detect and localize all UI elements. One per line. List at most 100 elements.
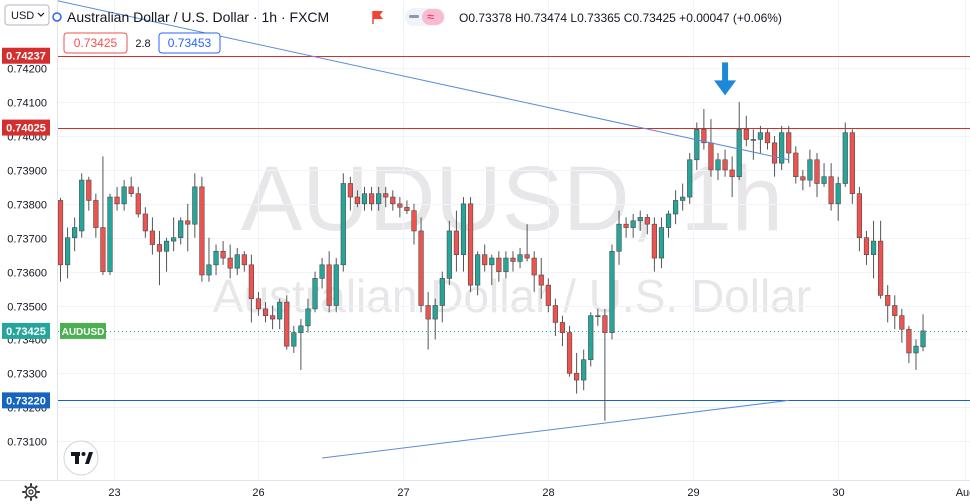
candle-down bbox=[347, 183, 353, 198]
candle-up bbox=[503, 257, 509, 272]
symbol-badge bbox=[60, 322, 106, 339]
symbol-title[interactable]: Australian Dollar / U.S. Dollar · 1h · F… bbox=[67, 9, 329, 25]
price-tick-label: 0.73700 bbox=[7, 234, 47, 246]
candle-down bbox=[142, 213, 148, 232]
candle-down bbox=[552, 305, 558, 323]
candle-down bbox=[425, 305, 431, 320]
candle-down bbox=[100, 227, 106, 272]
candle-down bbox=[269, 315, 276, 320]
watermark-symbol: AUDUSD, 1h bbox=[241, 148, 783, 250]
candle-down bbox=[545, 284, 551, 306]
resistance-badge bbox=[2, 47, 50, 64]
resistance-badge bbox=[2, 119, 50, 136]
price-tick-label: 0.73600 bbox=[7, 268, 47, 280]
candle-up bbox=[64, 237, 71, 266]
market-status-dot bbox=[52, 12, 62, 22]
watermark-name: Australian Dollar / U.S. Dollar bbox=[213, 270, 811, 322]
sell-button[interactable]: 0.73425 bbox=[63, 32, 128, 54]
candle-up bbox=[312, 278, 318, 310]
candle-up bbox=[333, 264, 339, 306]
indicator-toggle-buttons[interactable]: ≈ bbox=[405, 8, 445, 26]
flag-icon[interactable] bbox=[371, 10, 384, 24]
candle-up bbox=[588, 315, 594, 361]
candle-down bbox=[482, 254, 488, 266]
candle-up bbox=[489, 257, 495, 266]
approx-icon[interactable]: ≈ bbox=[427, 9, 434, 24]
candle-down bbox=[538, 274, 544, 286]
candle-up bbox=[920, 330, 926, 348]
price-scale-badges: 0.74237 0.74025 0.73220 0.73425 AUDUSD bbox=[2, 47, 106, 409]
candle-up bbox=[821, 176, 827, 184]
candle-down bbox=[93, 200, 99, 228]
candle-down bbox=[467, 203, 474, 286]
time-tick-label: 28 bbox=[542, 487, 554, 499]
candles bbox=[57, 102, 926, 421]
candle-down bbox=[566, 332, 573, 374]
candle-down bbox=[878, 240, 884, 296]
candle-up bbox=[475, 254, 481, 286]
price-tick-label: 0.73100 bbox=[7, 437, 47, 449]
candle-up bbox=[658, 227, 665, 259]
candle-down bbox=[411, 210, 417, 232]
candle-down bbox=[255, 298, 262, 310]
ohlc-values: O0.73378 H0.73474 L0.73365 C0.73425 +0.0… bbox=[459, 11, 782, 25]
candle-up bbox=[517, 254, 523, 262]
spread-value: 2.8 bbox=[135, 38, 150, 50]
candle-up bbox=[680, 196, 686, 201]
time-scale[interactable] bbox=[0, 480, 970, 504]
price-tick-label: 0.73300 bbox=[7, 369, 47, 381]
time-tick-label: 27 bbox=[397, 487, 409, 499]
candle-down bbox=[368, 193, 375, 205]
candle-down bbox=[220, 250, 226, 259]
candle-down bbox=[885, 295, 891, 306]
candle-down bbox=[496, 257, 502, 272]
price-levels bbox=[58, 56, 970, 401]
buy-button[interactable]: 0.73453 bbox=[158, 32, 221, 54]
resistance-badge-label: 0.74025 bbox=[6, 123, 46, 135]
candle-down bbox=[814, 159, 820, 184]
candle-down bbox=[524, 254, 530, 259]
buy-price: 0.73453 bbox=[168, 36, 212, 50]
candle-down bbox=[708, 142, 714, 171]
candle-down bbox=[743, 128, 749, 140]
candle-up bbox=[298, 325, 304, 333]
support-badge bbox=[2, 392, 50, 409]
candle-down bbox=[354, 196, 361, 205]
candle-up bbox=[446, 230, 452, 279]
candle-up bbox=[842, 132, 848, 184]
minus-icon[interactable] bbox=[409, 15, 419, 18]
candle-down bbox=[764, 132, 771, 144]
candle-down bbox=[241, 254, 247, 266]
candle-up bbox=[694, 128, 700, 161]
candle-down bbox=[574, 372, 580, 381]
price-tick-label: 0.74200 bbox=[7, 64, 47, 76]
currency-selector[interactable]: USD bbox=[4, 4, 50, 26]
candle-down bbox=[397, 203, 403, 208]
candle-down bbox=[453, 230, 460, 255]
candle-up bbox=[672, 200, 679, 215]
candle-up bbox=[439, 278, 445, 306]
candle-down bbox=[57, 200, 64, 266]
candle-up bbox=[291, 332, 297, 347]
candle-down bbox=[849, 132, 855, 194]
candle-up bbox=[234, 254, 240, 269]
candle-up bbox=[835, 183, 841, 205]
candle-down bbox=[793, 152, 799, 178]
candle-up bbox=[736, 128, 742, 178]
candle-down bbox=[383, 193, 389, 198]
candle-up bbox=[609, 250, 615, 333]
tradingview-logo bbox=[63, 440, 99, 476]
trendline bbox=[51, 0, 789, 161]
candle-up bbox=[163, 240, 170, 252]
candle-up bbox=[616, 223, 622, 252]
candle-down bbox=[156, 244, 163, 252]
candle-down bbox=[786, 132, 792, 154]
time-tick-label: 26 bbox=[252, 487, 264, 499]
candle-down bbox=[248, 264, 254, 300]
candle-down bbox=[199, 186, 205, 276]
candle-down bbox=[390, 196, 396, 205]
gear-icon[interactable] bbox=[22, 483, 40, 501]
last-price-badge bbox=[2, 322, 50, 339]
candle-down bbox=[135, 193, 141, 215]
